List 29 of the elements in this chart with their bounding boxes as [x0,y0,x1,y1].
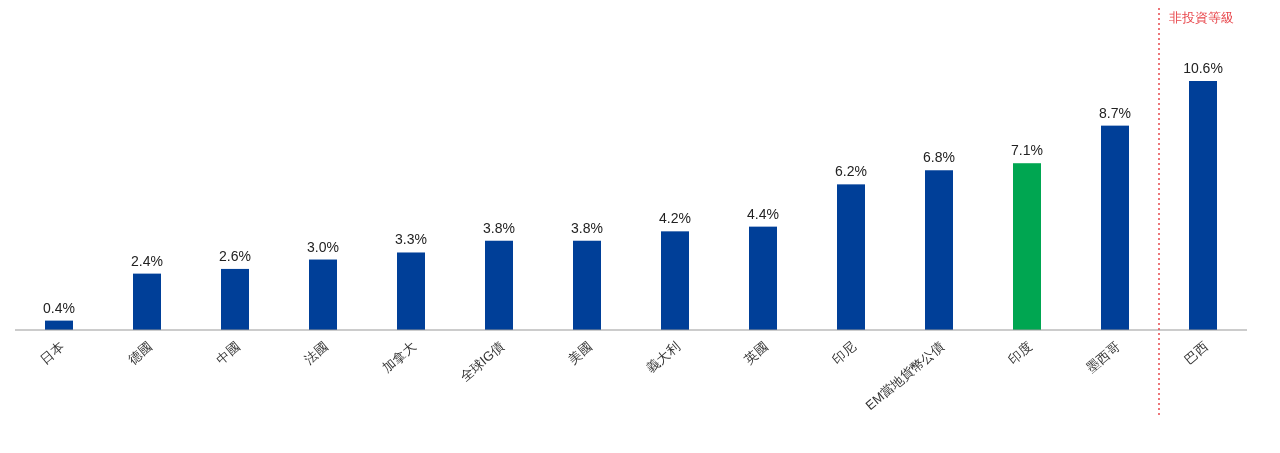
x-tick-label: 加拿大 [379,338,419,376]
x-tick-label: 中國 [213,338,243,368]
data-label: 3.8% [571,219,603,236]
data-label: 4.4% [747,205,779,222]
data-label: 3.3% [395,231,427,248]
data-label: 7.1% [1011,142,1043,159]
ref-line-label: 非投資等級 [1169,10,1234,25]
x-tick-label: 日本 [37,338,67,368]
x-tick-label: 英國 [741,338,771,368]
x-tick-label: 印尼 [829,338,859,368]
x-tick-label: 法國 [301,338,331,368]
x-tick-label: 義大利 [643,338,683,376]
data-label: 6.8% [923,149,955,166]
data-label: 3.0% [307,238,339,255]
x-tick-label: EM當地貨幣公債 [862,338,947,413]
data-label: 8.7% [1099,104,1131,121]
data-label: 0.4% [43,299,75,316]
x-tick-label: 印度 [1005,338,1035,368]
data-label: 6.2% [835,163,867,180]
x-tick-label: 巴西 [1181,338,1211,368]
x-tick-label: 美國 [565,338,595,368]
x-tick-label: 全球IG債 [456,338,507,385]
x-tick-label: 德國 [125,338,155,368]
data-label: 3.8% [483,219,515,236]
data-label: 10.6% [1183,60,1223,76]
x-tick-label: 墨西哥 [1083,338,1123,376]
data-label: 2.4% [131,252,163,269]
data-label: 2.6% [219,247,251,264]
data-label: 4.2% [659,210,691,227]
